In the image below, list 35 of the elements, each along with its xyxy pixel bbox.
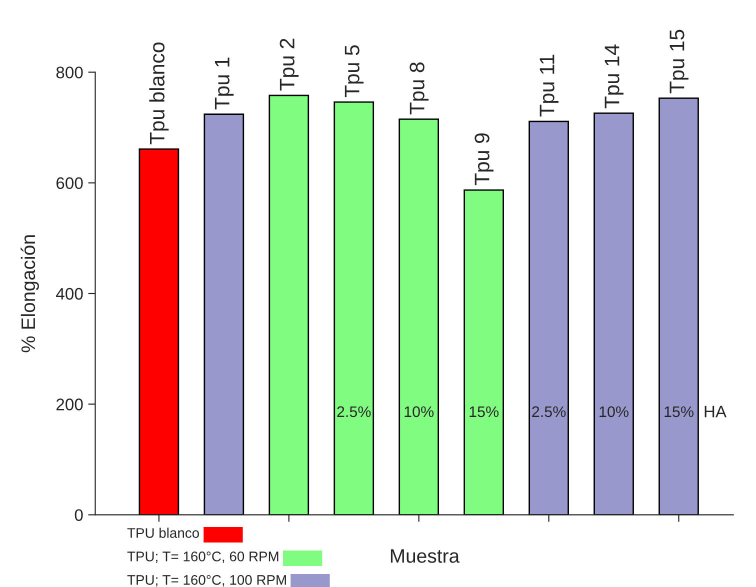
x-tick-label: Tpu 15 bbox=[670, 30, 688, 94]
x-tick-label: Tpu 14 bbox=[604, 44, 624, 108]
bar bbox=[528, 120, 569, 515]
x-axis-title: Muestra bbox=[390, 549, 460, 563]
annotation: HA bbox=[704, 406, 727, 418]
legend-label: TPU; T= 160°C, 60 RPM bbox=[127, 552, 278, 564]
annotation: 10% bbox=[404, 406, 434, 418]
x-tick-label: Tpu 5 bbox=[344, 45, 364, 98]
bar bbox=[138, 148, 180, 515]
bar bbox=[334, 101, 374, 515]
x-tick-label: Tpu 11 bbox=[540, 54, 558, 117]
y-axis-title: % Elongación bbox=[20, 235, 39, 352]
bar bbox=[464, 189, 504, 515]
y-tick-label: 400 bbox=[56, 288, 83, 300]
y-tick-label: 600 bbox=[56, 177, 83, 190]
x-tick-label: Tpu 9 bbox=[474, 133, 494, 186]
x-tick-label: Tpu 2 bbox=[280, 38, 299, 91]
bar bbox=[398, 118, 440, 515]
annotation: 2.5% bbox=[532, 406, 566, 418]
annotation: 2.5% bbox=[337, 406, 371, 418]
y-tick-label: 0 bbox=[74, 509, 83, 521]
x-tick-label: Tpu 8 bbox=[410, 62, 429, 114]
y-tick-label: 800 bbox=[56, 66, 83, 78]
bar bbox=[204, 114, 244, 515]
legend-label: TPU; T= 160°C, 100 RPM bbox=[127, 575, 286, 586]
y-tick-label: 200 bbox=[56, 398, 83, 410]
annotation: 15% bbox=[470, 406, 499, 418]
x-tick-label: Tpu 1 bbox=[214, 58, 234, 110]
x-tick-label: Tpu blanco bbox=[149, 42, 169, 144]
legend-label: TPU blanco bbox=[127, 528, 199, 538]
annotation: 10% bbox=[600, 406, 629, 418]
bar bbox=[658, 98, 699, 515]
bar bbox=[594, 112, 634, 515]
annotation: 15% bbox=[664, 406, 694, 418]
bar bbox=[268, 94, 310, 515]
